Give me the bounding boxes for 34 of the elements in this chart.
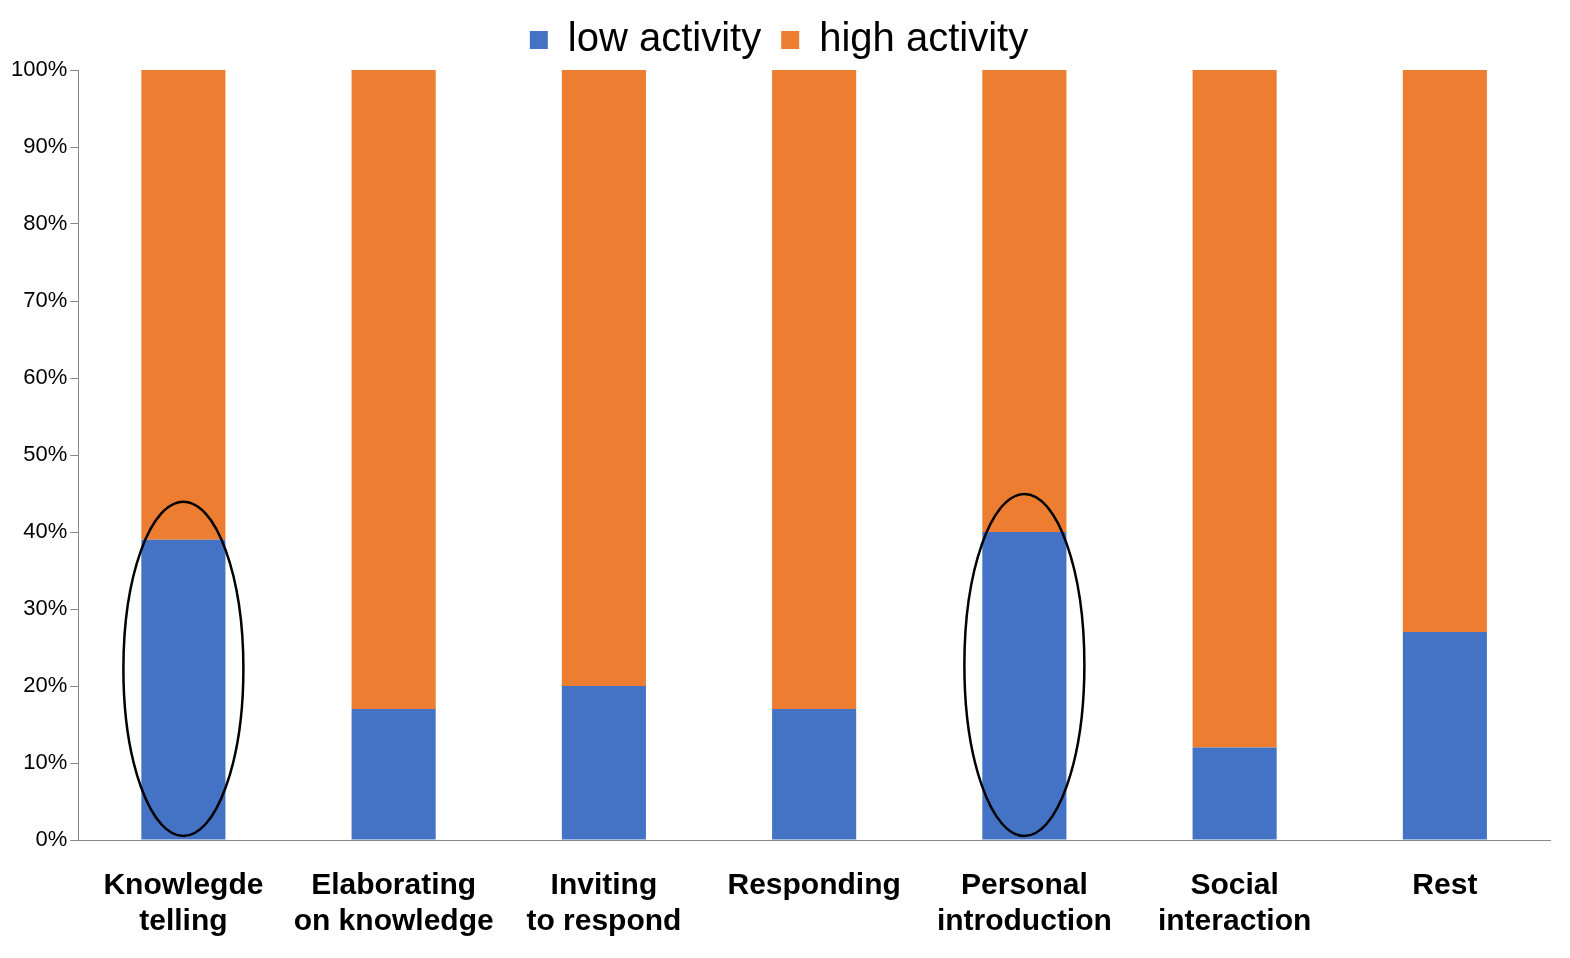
bar — [1402, 632, 1487, 840]
bar — [351, 709, 436, 840]
y-tick-label: 50% — [23, 441, 68, 467]
bar — [141, 70, 226, 540]
bar — [561, 686, 646, 840]
y-tick-label: 10% — [23, 749, 68, 775]
y-tick-label: 40% — [23, 518, 68, 544]
x-tick-label: Rest — [1412, 867, 1478, 901]
x-tick-label: Social interaction — [1157, 867, 1312, 937]
bar — [561, 70, 646, 686]
x-tick-label: Elaborating on knowledge — [293, 867, 494, 937]
legend-label: high activity — [819, 15, 1029, 60]
bar — [141, 539, 226, 840]
bar — [1192, 70, 1277, 748]
legend-label: low activity — [567, 15, 762, 60]
y-tick-label: 70% — [23, 287, 68, 313]
x-tick-label: Knowlegde telling — [103, 867, 264, 937]
y-tick-label: 80% — [23, 210, 68, 236]
y-tick-label: 60% — [23, 364, 68, 390]
bar — [982, 70, 1067, 532]
x-tick-label: Personal introduction — [936, 867, 1112, 937]
bar — [772, 709, 857, 840]
bar — [351, 70, 436, 710]
x-tick-label: Responding — [727, 867, 901, 901]
y-tick-label: 100% — [10, 56, 68, 82]
bar — [1192, 747, 1277, 840]
x-tick-label: Inviting to respond — [526, 867, 682, 937]
bar — [1402, 70, 1487, 633]
y-tick-label: 30% — [23, 595, 68, 621]
y-tick-label: 90% — [23, 133, 68, 159]
y-tick-label: 20% — [23, 672, 68, 698]
y-tick-label: 0% — [35, 826, 68, 852]
bar — [772, 70, 857, 710]
bar — [982, 532, 1067, 840]
